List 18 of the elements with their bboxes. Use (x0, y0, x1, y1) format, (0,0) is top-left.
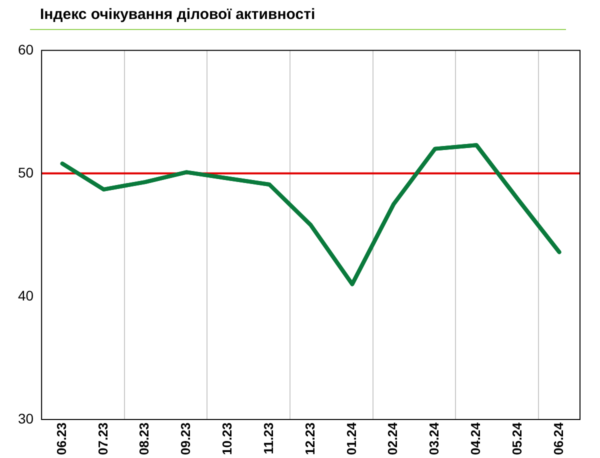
y-tick-label: 50 (18, 164, 34, 180)
x-tick-label: 06.23 (54, 422, 69, 456)
x-tick-label: 03.24 (426, 422, 442, 456)
x-tick-label: 04.24 (468, 422, 484, 456)
y-tick-label: 30 (18, 410, 34, 426)
chart-title: Індекс очікування ділової активності (40, 6, 316, 23)
x-tick-label: 09.23 (178, 422, 194, 456)
x-tick-label: 12.23 (302, 422, 318, 456)
y-tick-label: 40 (18, 287, 34, 304)
x-tick-label: 01.24 (344, 422, 359, 456)
x-tick-label: 08.23 (136, 422, 152, 456)
x-tick-label: 07.23 (95, 422, 110, 456)
x-tick-label: 06.24 (550, 422, 566, 456)
y-tick-label: 60 (18, 41, 34, 58)
x-tick-label: 11.23 (260, 422, 276, 454)
x-tick-label: 05.24 (509, 422, 524, 456)
x-tick-label: 10.23 (220, 422, 235, 456)
x-tick-label: 02.24 (385, 422, 400, 456)
